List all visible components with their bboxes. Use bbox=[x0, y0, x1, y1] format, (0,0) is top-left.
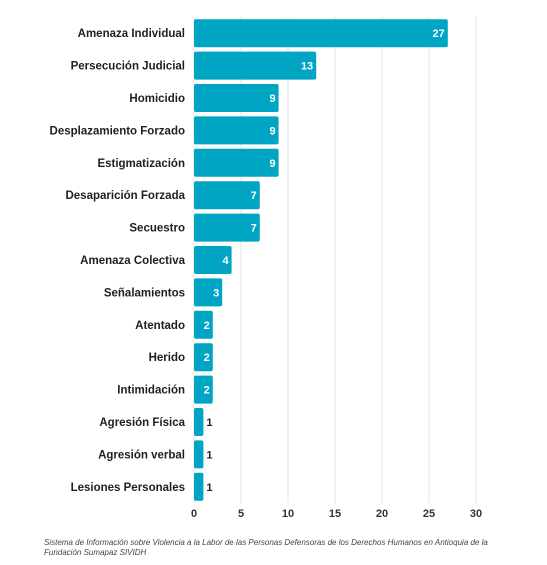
bar bbox=[194, 472, 204, 501]
category-label: Señalamientos bbox=[104, 287, 185, 299]
category-label: Lesiones Personales bbox=[71, 482, 185, 494]
category-label: Intimidación bbox=[117, 385, 185, 397]
category-label: Estigmatización bbox=[97, 158, 185, 170]
x-tick-label: 25 bbox=[423, 508, 435, 520]
bar bbox=[194, 310, 213, 339]
x-tick-label: 10 bbox=[282, 508, 294, 520]
data-label: 4 bbox=[222, 255, 229, 267]
x-tick-label: 15 bbox=[329, 508, 341, 520]
x-tick-label: 30 bbox=[470, 508, 482, 520]
data-label: 1 bbox=[206, 482, 212, 494]
data-label: 27 bbox=[433, 28, 445, 40]
data-label: 7 bbox=[251, 223, 257, 235]
data-label: 3 bbox=[213, 287, 219, 299]
data-label: 13 bbox=[301, 61, 313, 73]
category-label: Secuestro bbox=[129, 223, 185, 235]
category-label: Agresión Física bbox=[99, 417, 185, 429]
data-label: 9 bbox=[269, 93, 275, 105]
bar bbox=[194, 343, 213, 372]
data-label: 2 bbox=[204, 320, 210, 332]
source-note: Sistema de Información sobre Violencia a… bbox=[44, 538, 488, 557]
bar bbox=[194, 440, 204, 469]
category-label: Persecución Judicial bbox=[71, 61, 185, 73]
x-tick-labels: 0 5 10 15 20 25 30 bbox=[191, 508, 482, 520]
bar bbox=[194, 375, 213, 404]
category-label: Desaparición Forzada bbox=[65, 190, 185, 202]
bar bbox=[194, 408, 204, 436]
bar bbox=[194, 84, 279, 112]
category-label: Amenaza Individual bbox=[78, 28, 185, 40]
bars: 27 13 9 9 9 7 7 4 3 2 2 2 1 1 1 bbox=[194, 19, 448, 501]
x-tick-label: 0 bbox=[191, 508, 197, 520]
bar bbox=[194, 19, 448, 48]
category-label: Homicidio bbox=[129, 93, 185, 105]
bar bbox=[194, 116, 279, 145]
category-labels: Amenaza Individual Persecución Judicial Ho… bbox=[50, 28, 186, 494]
data-label: 9 bbox=[269, 158, 275, 170]
data-label: 1 bbox=[206, 449, 212, 461]
category-label: Desplazamiento Forzado bbox=[50, 125, 185, 137]
bar bbox=[194, 181, 260, 210]
data-label: 7 bbox=[251, 190, 257, 202]
bar bbox=[194, 278, 223, 307]
data-label: 2 bbox=[204, 352, 210, 364]
category-label: Herido bbox=[149, 352, 185, 364]
category-label: Atentado bbox=[135, 320, 185, 332]
x-tick-label: 20 bbox=[376, 508, 388, 520]
bar bbox=[194, 246, 232, 274]
bar bbox=[194, 51, 317, 80]
data-label: 2 bbox=[204, 385, 210, 397]
category-label: Agresión verbal bbox=[98, 449, 185, 461]
bar bbox=[194, 148, 279, 177]
category-label: Amenaza Colectiva bbox=[80, 255, 185, 267]
bar bbox=[194, 213, 260, 242]
bar-chart: 27 13 9 9 9 7 7 4 3 2 2 2 1 1 1 Amenaza Individual Pers… bbox=[50, 17, 482, 520]
x-tick-label: 5 bbox=[238, 508, 244, 520]
data-label: 1 bbox=[206, 417, 212, 429]
data-label: 9 bbox=[269, 125, 275, 137]
